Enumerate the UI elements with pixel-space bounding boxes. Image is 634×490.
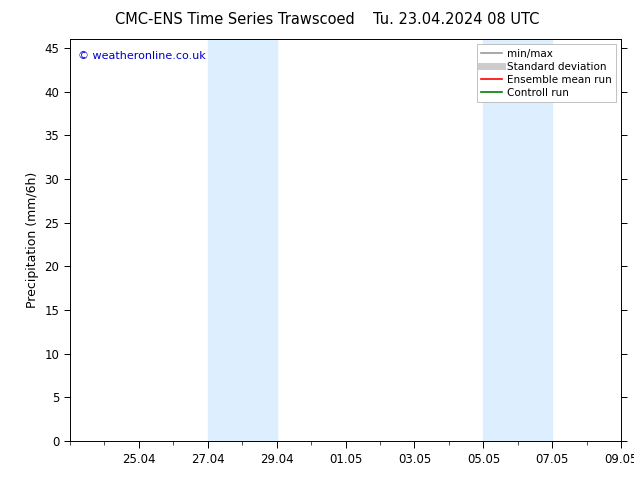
Y-axis label: Precipitation (mm/6h): Precipitation (mm/6h) [26, 172, 39, 308]
Text: CMC-ENS Time Series Trawscoed: CMC-ENS Time Series Trawscoed [115, 12, 354, 27]
Text: Tu. 23.04.2024 08 UTC: Tu. 23.04.2024 08 UTC [373, 12, 540, 27]
Bar [207, 39, 276, 441]
Text: © weatheronline.co.uk: © weatheronline.co.uk [78, 51, 206, 61]
Bar [483, 39, 552, 441]
Legend: min/max, Standard deviation, Ensemble mean run, Controll run: min/max, Standard deviation, Ensemble me… [477, 45, 616, 102]
